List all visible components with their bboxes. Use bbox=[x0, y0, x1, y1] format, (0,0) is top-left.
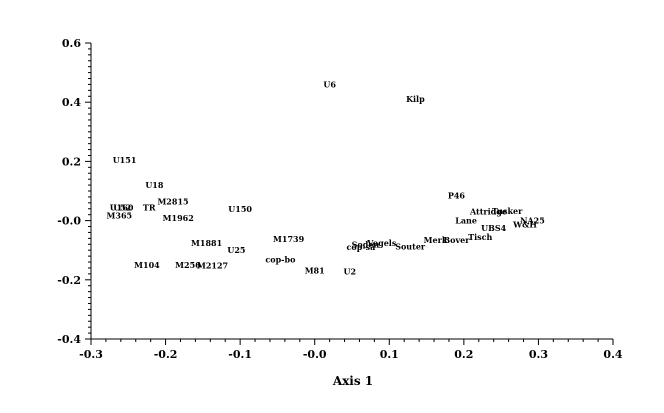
point-label: M1962 bbox=[163, 213, 194, 223]
point-label: M81 bbox=[305, 265, 325, 275]
x-tick-label: 0.3 bbox=[529, 348, 548, 361]
point-label: Tusker bbox=[492, 206, 523, 216]
x-tick-label: 0.1 bbox=[380, 348, 399, 361]
point-label: U25 bbox=[227, 245, 245, 255]
x-tick-label: -0.1 bbox=[228, 348, 252, 361]
x-tick-label: 0.2 bbox=[454, 348, 473, 361]
x-axis-title: Axis 1 bbox=[332, 374, 373, 388]
point-label: P46 bbox=[448, 190, 466, 200]
point-label: M1739 bbox=[273, 234, 305, 244]
x-tick-label: -0.3 bbox=[79, 348, 103, 361]
point-label: Attridge bbox=[469, 207, 507, 217]
point-label: cop-bo bbox=[265, 255, 296, 265]
point-label: Vogels bbox=[366, 238, 397, 248]
point-label: Merk bbox=[424, 235, 448, 245]
point-label: Tisch bbox=[468, 232, 492, 242]
point-label: UBS4 bbox=[481, 223, 507, 233]
point-label: U18 bbox=[145, 180, 164, 190]
point-label: U160 bbox=[110, 202, 134, 212]
x-tick-label: -0.2 bbox=[154, 348, 178, 361]
point-label: M104 bbox=[134, 260, 160, 270]
y-tick-label: -0.2 bbox=[57, 274, 81, 287]
point-label: M1881 bbox=[191, 238, 222, 248]
point-label: Lane bbox=[455, 216, 477, 226]
point-label: U52 bbox=[113, 202, 131, 212]
point-label: M365 bbox=[107, 210, 133, 220]
point-label: U151 bbox=[113, 155, 137, 165]
point-label: Soden bbox=[352, 239, 380, 249]
point-label: Bover bbox=[443, 235, 470, 245]
point-label: NA25 bbox=[520, 216, 545, 226]
x-tick-label: -0.0 bbox=[303, 348, 327, 361]
y-tick-label: -0.4 bbox=[57, 333, 81, 346]
point-label: cop-sa bbox=[347, 242, 376, 252]
point-label: M256 bbox=[175, 260, 201, 270]
point-label: M2127 bbox=[197, 261, 228, 271]
point-label: W&H bbox=[512, 219, 537, 229]
y-tick-label: -0.0 bbox=[57, 215, 81, 228]
point-label: M2815 bbox=[157, 196, 188, 206]
point-label: U6 bbox=[323, 79, 336, 89]
x-tick-label: 0.4 bbox=[603, 348, 622, 361]
axes: -0.3 -0.2 -0.1 -0.0 0.1 0.2 0.3 0.4 0.6 0.4 0.2 -0.… bbox=[57, 37, 623, 361]
point-label: U2 bbox=[343, 267, 356, 277]
y-tick-label: 0.6 bbox=[62, 37, 81, 50]
point-label: Souter bbox=[395, 242, 426, 252]
y-tick-label: 0.4 bbox=[62, 96, 81, 109]
point-label: Kilp bbox=[406, 94, 425, 104]
point-label: U150 bbox=[228, 204, 252, 214]
y-tick-label: 0.2 bbox=[62, 155, 81, 168]
point-label: TR bbox=[143, 202, 156, 212]
